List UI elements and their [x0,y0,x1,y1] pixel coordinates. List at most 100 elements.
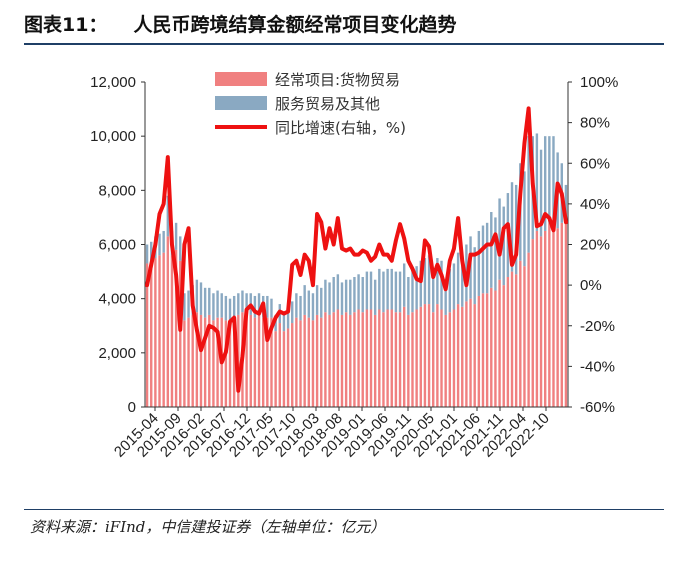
services-bar [266,295,269,318]
services-bar [477,230,481,296]
goods-bar [415,309,418,407]
goods-bar [295,317,298,408]
services-bar [166,195,170,237]
goods-bar [485,293,489,407]
goods-bar [332,312,335,407]
goods-bar [232,320,236,407]
services-bar [461,252,464,307]
goods-bar [353,312,356,407]
goods-bar [560,222,563,407]
services-bar [427,255,431,305]
goods-bar [402,306,406,407]
goods-bar [357,309,360,407]
right-tick-label: 20% [580,237,610,254]
services-bar [432,274,435,313]
goods-bar [514,274,518,407]
goods-bar [261,317,265,408]
goods-bar [444,314,447,407]
services-bar [373,279,377,315]
services-bar [552,136,555,221]
goods-bar [257,314,261,407]
services-bar [485,222,489,294]
goods-bar [527,252,530,408]
services-bar [340,282,344,315]
services-bar [452,263,456,310]
services-bar [216,290,219,318]
services-bar [535,133,539,231]
left-tick-label: 2,000 [98,345,136,362]
goods-bar [427,304,431,407]
goods-bar [365,309,369,407]
services-bar [241,290,244,313]
goods-bar [502,285,505,408]
goods-bar [432,312,435,407]
right-tick-label: -60% [580,399,615,416]
goods-bar [191,314,194,407]
goods-bar [340,314,344,407]
goods-bar [531,239,534,407]
left-tick-label: 10,000 [90,128,136,145]
left-tick-label: 8,000 [98,182,136,199]
services-bar [349,279,352,315]
services-bar [270,298,273,318]
goods-bar [523,266,526,407]
services-bar [307,290,311,318]
goods-bar [286,328,290,407]
services-bar [162,230,165,253]
goods-bar [564,217,568,407]
services-bar [195,279,199,313]
right-tick-label: 60% [580,155,610,172]
goods-bar [274,331,277,407]
goods-bar [506,277,510,407]
legend-goods-label: 经常项目:货物贸易 [275,71,400,89]
goods-bar [494,290,497,407]
goods-bar [266,317,269,408]
goods-bar [307,317,311,408]
services-bar [543,136,547,231]
goods-bar [179,260,182,407]
services-bar [386,268,389,310]
goods-bar [398,312,402,407]
services-bar [523,171,526,267]
services-bar [344,279,348,313]
goods-bar [320,317,323,408]
services-bar [315,285,319,315]
goods-bar [490,287,493,407]
goods-bar [510,271,514,407]
goods-bar [361,312,364,407]
left-tick-label: 0 [128,399,136,416]
services-bar [527,136,530,253]
goods-bar [556,228,559,407]
services-bar [378,268,381,310]
services-bar [179,236,182,261]
services-bar [291,301,294,324]
goods-bar [208,314,211,407]
services-bar [444,279,447,315]
services-bar [539,149,543,237]
goods-bar [291,323,294,407]
right-tick-label: 100% [580,74,618,91]
services-bar [365,271,369,310]
goods-bar [311,320,315,407]
services-bar [295,293,298,318]
left-tick-label: 4,000 [98,291,136,308]
services-bar [394,271,398,313]
goods-bar [448,312,452,407]
services-bar [228,298,232,324]
goods-bar [539,236,543,408]
title-rule [24,43,664,45]
goods-bar [174,249,178,407]
goods-bar [423,304,427,407]
services-bar [286,306,290,329]
services-bar [324,279,327,313]
goods-bar [419,306,422,407]
goods-bar [336,309,340,407]
services-bar [423,258,427,305]
goods-bar [162,252,165,408]
services-bar [257,293,261,315]
services-bar [174,222,178,250]
goods-bar [187,317,190,408]
services-bar [232,295,236,321]
